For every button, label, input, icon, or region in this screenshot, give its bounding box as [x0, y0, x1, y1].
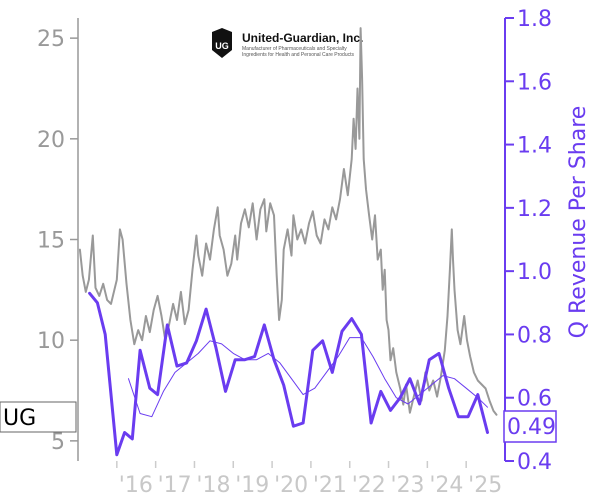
right-axis-tick-label: 1.8: [517, 7, 552, 32]
logo-mark-text: UG: [215, 41, 229, 51]
left-axis-tick-label: 5: [51, 430, 65, 455]
revenue-average-line: [128, 337, 488, 418]
x-axis-tick-label: '16: [119, 473, 153, 498]
ticker-label-box: UG: [0, 401, 77, 433]
chart-series: [78, 27, 498, 457]
x-axis-tick-label: '19: [235, 473, 269, 498]
latest-value-text: 0.49: [507, 415, 556, 440]
revenue-line: [88, 291, 489, 457]
right-axis-tick-label: 1.0: [517, 260, 552, 285]
company-logo: UG United-Guardian, Inc. Manufacturer of…: [212, 28, 363, 58]
logo-shield-icon: [212, 28, 232, 58]
x-axis-tick-label: '23: [391, 473, 425, 498]
ticker-symbol: UG: [3, 406, 36, 431]
right-axis-tick-label: 0.4: [517, 450, 552, 475]
right-axis-tick-label: 1.2: [517, 197, 552, 222]
x-axis-tick-label: '21: [313, 473, 347, 498]
x-axis-tick-label: '20: [274, 473, 308, 498]
logo-company-name: United-Guardian, Inc.: [242, 31, 363, 45]
x-axis-tick-label: '25: [468, 473, 502, 498]
ticker-box-frame: [0, 401, 77, 433]
logo-tagline-2: Ingredients for Health and Personal Care…: [242, 52, 355, 58]
right-axis-tick-label: 1.6: [517, 70, 552, 95]
price-line: [78, 27, 498, 416]
x-axis-tick-label: '18: [196, 473, 230, 498]
left-axis-tick-label: 20: [37, 128, 65, 153]
latest-value-box: 0.49: [503, 410, 557, 443]
left-axis-tick-label: 10: [37, 329, 65, 354]
x-axis-tick-label: '22: [352, 473, 386, 498]
right-axis-tick-label: 0.8: [517, 323, 552, 348]
x-axis-tick-label: '24: [429, 473, 463, 498]
x-axis-tick-label: '17: [158, 473, 192, 498]
left-axis-tick-label: 15: [37, 229, 65, 254]
right-axis-title: Q Revenue Per Share: [566, 106, 591, 339]
right-axis-tick-label: 1.4: [517, 134, 552, 159]
logo-tagline-1: Manufacturer of Pharmaceuticals and Spec…: [242, 46, 347, 52]
left-axis-tick-label: 25: [37, 27, 65, 52]
latest-value-frame: [503, 410, 557, 443]
right-axis-tick-label: 0.6: [517, 387, 552, 412]
